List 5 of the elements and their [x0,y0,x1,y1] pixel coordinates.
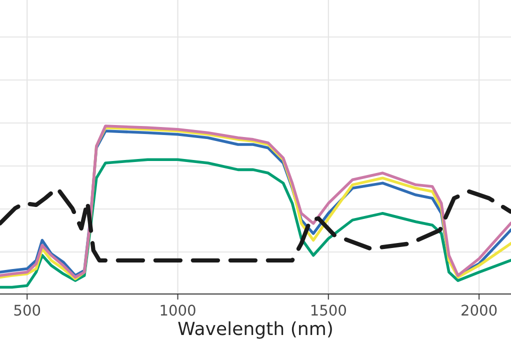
x-tick-label: 2000 [462,304,497,316]
x-tick-label: 1000 [160,304,196,316]
x-axis-title: Wavelength (nm) [178,321,332,339]
x-tick-label: 1500 [311,304,346,316]
x-tick-label: 500 [14,304,40,316]
